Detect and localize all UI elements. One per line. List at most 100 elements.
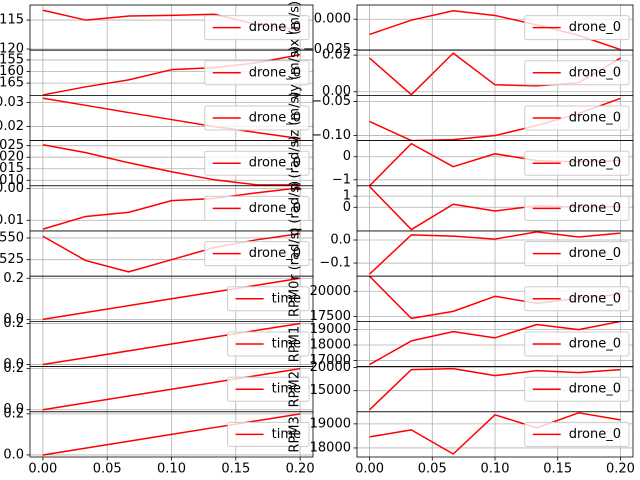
y-tick-label: 0.0 bbox=[3, 447, 24, 462]
legend-label: drone_0 bbox=[569, 246, 621, 261]
subplot: −0.165−0.160−0.155 drone_0 bbox=[0, 49, 314, 99]
subplot: 0.00 0.02 vy (m/s) drone_0 bbox=[288, 46, 634, 100]
legend: drone_0 bbox=[524, 195, 630, 221]
y-tick-label: −0.01 bbox=[0, 213, 24, 228]
legend-box bbox=[227, 376, 310, 402]
legend-box bbox=[227, 286, 310, 312]
legend: drone_0 bbox=[204, 105, 310, 131]
y-axis-label: vz (m/s) bbox=[288, 92, 303, 145]
data-line bbox=[42, 413, 301, 456]
subplot: 0.02 0.03 drone_0 bbox=[0, 95, 314, 145]
y-tick-label: 0.2 bbox=[3, 271, 24, 286]
subplot: 0.0 0.2 time bbox=[3, 361, 314, 417]
axes-frame bbox=[356, 411, 634, 458]
y-tick-label: −0.155 bbox=[0, 52, 24, 67]
legend-label: time bbox=[272, 382, 301, 397]
y-tick-label: 0.02 bbox=[0, 119, 24, 134]
legend: drone_0 bbox=[524, 60, 630, 86]
y-axis-label: p (rad/s) bbox=[288, 136, 303, 191]
y-tick-label: 17000 bbox=[310, 353, 351, 368]
subplot: 0.0 0.2 time bbox=[3, 316, 314, 372]
x-tick-label: 0.10 bbox=[481, 462, 510, 477]
y-tick-label: 20000 bbox=[310, 360, 351, 375]
legend: drone_0 bbox=[204, 150, 310, 176]
legend-label: drone_0 bbox=[569, 111, 621, 126]
legend: time bbox=[227, 421, 310, 447]
y-tick-label: −1 bbox=[332, 172, 351, 187]
y-axis-label: vx (m/s) bbox=[288, 1, 303, 54]
data-line bbox=[42, 232, 301, 273]
y-tick-label: 0.015 bbox=[0, 161, 24, 176]
y-tick-label: 0.0550 bbox=[0, 230, 24, 245]
legend-label: drone_0 bbox=[249, 246, 301, 261]
y-tick-label: 0.2 bbox=[3, 316, 24, 331]
y-tick-label: −0.115 bbox=[0, 13, 24, 28]
legend-box bbox=[524, 60, 630, 86]
data-line bbox=[369, 412, 621, 455]
legend-box bbox=[204, 60, 310, 86]
legend-box bbox=[524, 150, 630, 176]
legend-box bbox=[524, 376, 630, 402]
y-tick-label: 1 bbox=[343, 189, 351, 204]
subplot: 0.00 0.05 0.10 0.15 0.20 18000 19000 RPM3 drone_… bbox=[288, 411, 635, 477]
legend-label: time bbox=[272, 427, 301, 442]
legend-box bbox=[524, 331, 630, 357]
data-line bbox=[42, 322, 301, 366]
y-tick-label: 0 bbox=[343, 149, 351, 164]
legend-box bbox=[204, 15, 310, 41]
y-tick-label: 17500 bbox=[310, 309, 351, 324]
y-tick-label: 0 bbox=[343, 200, 351, 215]
axes-frame bbox=[29, 411, 314, 458]
y-axis-label: q (rad/s) bbox=[288, 181, 303, 236]
subplot: −0.120 −0.115 drone_0 bbox=[0, 4, 314, 57]
x-tick-label: 0.15 bbox=[543, 462, 572, 477]
y-tick-label: 15000 bbox=[310, 383, 351, 398]
y-tick-label: −0.165 bbox=[0, 76, 24, 91]
legend-label: drone_0 bbox=[569, 201, 621, 216]
legend: drone_0 bbox=[524, 376, 630, 402]
legend: drone_0 bbox=[524, 331, 630, 357]
y-tick-label: 19000 bbox=[310, 322, 351, 337]
y-tick-label: 0.00 bbox=[322, 84, 351, 99]
legend-box bbox=[204, 195, 310, 221]
subplot: 0.00 0.05 0.10 0.15 0.20 0.0 0.2 time bbox=[3, 406, 314, 476]
legend: drone_0 bbox=[524, 150, 630, 176]
subplot: −0.10 −0.05 vz (m/s) drone_0 bbox=[288, 92, 634, 145]
subplot: 0.0 0.2 time bbox=[3, 271, 314, 327]
legend-box bbox=[524, 286, 630, 312]
legend: drone_0 bbox=[524, 15, 630, 41]
data-line bbox=[42, 186, 301, 230]
y-tick-label: 0.02 bbox=[322, 48, 351, 63]
y-tick-label: 0.025 bbox=[0, 138, 24, 153]
subplot: −0.1 0.0 r (rad/s) drone_0 bbox=[288, 227, 634, 280]
legend: drone_0 bbox=[204, 195, 310, 221]
y-axis-label: RPM0 bbox=[288, 281, 303, 317]
y-axis-label: RPM1 bbox=[288, 326, 303, 362]
subplot: 15000 20000 RPM2 drone_0 bbox=[288, 360, 634, 416]
y-tick-label: 0.2 bbox=[3, 361, 24, 376]
legend-label: drone_0 bbox=[249, 156, 301, 171]
subplot: 01 q (rad/s) drone_0 bbox=[288, 181, 634, 236]
x-tick-label: 0.05 bbox=[93, 462, 122, 477]
legend-label: drone_0 bbox=[569, 156, 621, 171]
x-tick-label: 0.10 bbox=[157, 462, 186, 477]
legend-box bbox=[227, 421, 310, 447]
legend: time bbox=[227, 286, 310, 312]
legend: drone_0 bbox=[524, 286, 630, 312]
y-tick-label: 0.0 bbox=[3, 312, 24, 327]
x-tick-label: 0.20 bbox=[286, 462, 315, 477]
legend-box bbox=[524, 241, 630, 267]
legend-box bbox=[524, 421, 630, 447]
legend-label: drone_0 bbox=[569, 382, 621, 397]
legend-label: time bbox=[272, 291, 301, 306]
data-line bbox=[42, 277, 301, 321]
x-tick-label: 0.20 bbox=[606, 462, 635, 477]
y-tick-label: 0.020 bbox=[0, 150, 24, 165]
y-axis-label: RPM3 bbox=[288, 416, 303, 452]
y-tick-label: −0.10 bbox=[311, 128, 351, 143]
y-axis-label: r (rad/s) bbox=[288, 227, 303, 279]
